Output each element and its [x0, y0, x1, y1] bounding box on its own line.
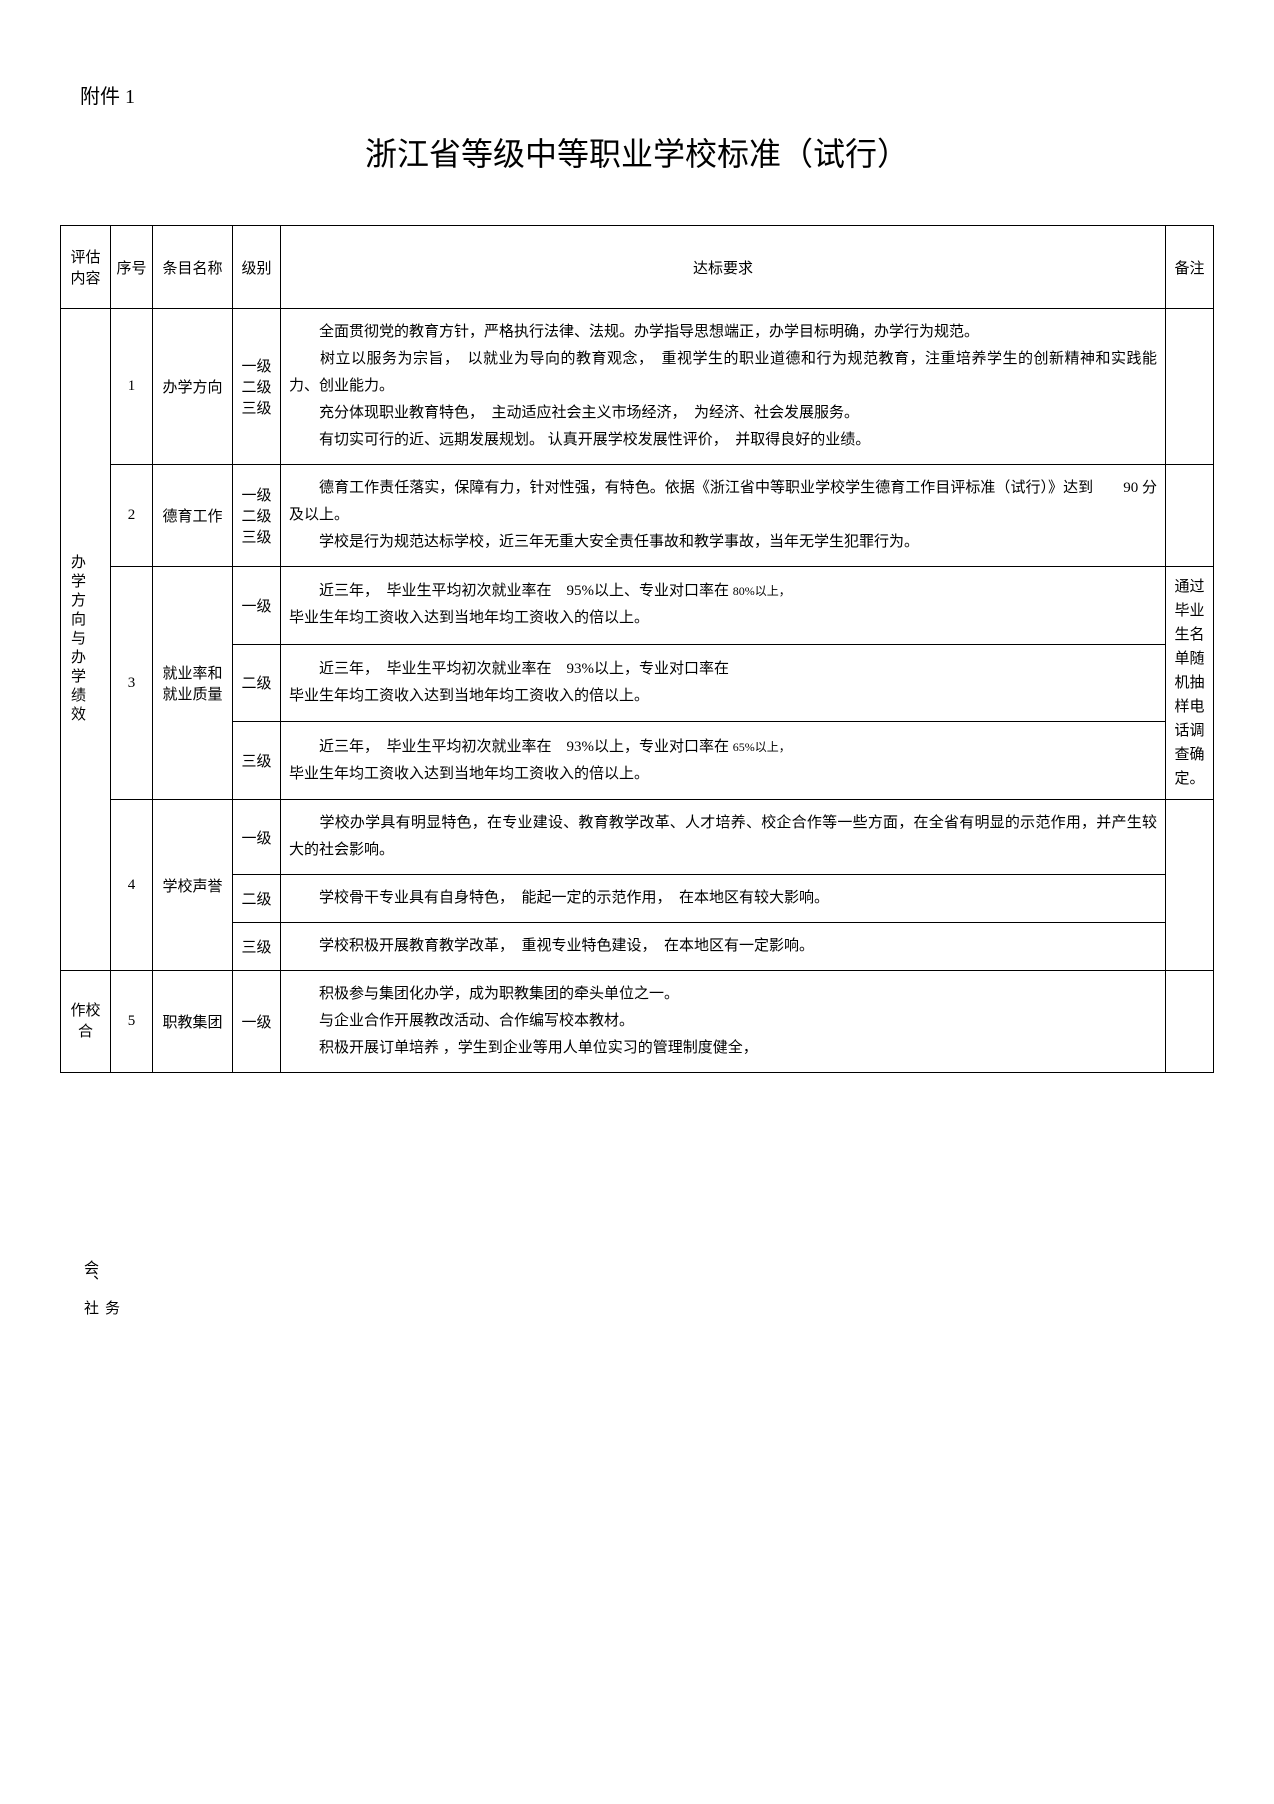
cat2-text: 作校合 [70, 1003, 100, 1040]
req-cell: 近三年， 毕业生平均初次就业率在 93%以上，专业对口率在 毕业生年均工资收入达… [281, 644, 1166, 722]
table-row: 作校合 5 职教集团 一级 积极参与集团化办学，成为职教集团的牵头单位之一。 与… [61, 971, 1214, 1073]
req-cell: 全面贯彻党的教育方针，严格执行法律、法规。办学指导思想端正，办学目标明确，办学行… [281, 309, 1166, 465]
attachment-label: 附件 1 [60, 80, 1214, 109]
table-row: 二级 学校骨干专业具有自身特色， 能起一定的示范作用， 在本地区有较大影响。 [61, 875, 1214, 923]
req-cell: 德育工作责任落实，保障有力，针对性强，有特色。依据《浙江省中等职业学校学生德育工… [281, 465, 1166, 567]
table-row: 三级 近三年， 毕业生平均初次就业率在 93%以上，专业对口率在 65%以上， … [61, 722, 1214, 800]
level-cell: 一级 [233, 567, 281, 645]
req-cell: 近三年， 毕业生平均初次就业率在 93%以上，专业对口率在 65%以上， 毕业生… [281, 722, 1166, 800]
note-cell [1166, 800, 1214, 971]
standards-table: 评估内容 序号 条目名称 级别 达标要求 备注 办学方向与办学绩效 1 办学方向… [60, 225, 1214, 1073]
req-cell: 近三年， 毕业生平均初次就业率在 95%以上、专业对口率在 80%以上， 毕业生… [281, 567, 1166, 645]
table-header: 评估内容 序号 条目名称 级别 达标要求 备注 [61, 226, 1214, 309]
level-cell: 三级 [233, 722, 281, 800]
table-row: 二级 近三年， 毕业生平均初次就业率在 93%以上，专业对口率在 毕业生年均工资… [61, 644, 1214, 722]
item-cell: 办学方向 [153, 309, 233, 465]
item-cell: 职教集团 [153, 971, 233, 1073]
seq-cell: 2 [111, 465, 153, 567]
note-cell [1166, 309, 1214, 465]
table-row: 办学方向与办学绩效 1 办学方向 一级 二级 三级 全面贯彻党的教育方针，严格执… [61, 309, 1214, 465]
table-row: 3 就业率和就业质量 一级 近三年， 毕业生平均初次就业率在 95%以上、专业对… [61, 567, 1214, 645]
category-cell-2: 作校合 [61, 971, 111, 1073]
note-cell [1166, 465, 1214, 567]
item-cell: 德育工作 [153, 465, 233, 567]
header-eval: 评估内容 [61, 226, 111, 309]
level-cell: 三级 [233, 923, 281, 971]
req-small: 65%以上， [733, 740, 791, 754]
req-text: 毕业生年均工资收入达到当地年均工资收入的倍以上。 [289, 610, 649, 626]
category-cell: 办学方向与办学绩效 [61, 309, 111, 971]
level-cell: 一级 二级 三级 [233, 309, 281, 465]
item-cell: 学校声誉 [153, 800, 233, 971]
req-cell: 学校骨干专业具有自身特色， 能起一定的示范作用， 在本地区有较大影响。 [281, 875, 1166, 923]
header-req: 达标要求 [281, 226, 1166, 309]
side-text-1: 会、 [80, 1260, 101, 1290]
side-text-2: 务 社 [80, 1300, 122, 1315]
level-cell: 一级 [233, 971, 281, 1073]
seq-cell: 1 [111, 309, 153, 465]
table-row: 2 德育工作 一级 二级 三级 德育工作责任落实，保障有力，针对性强，有特色。依… [61, 465, 1214, 567]
level-cell: 一级 二级 三级 [233, 465, 281, 567]
table-row: 4 学校声誉 一级 学校办学具有明显特色，在专业建设、教育教学改革、人才培养、校… [61, 800, 1214, 875]
level-cell: 二级 [233, 644, 281, 722]
category-label: 办学方向与办学绩效 [67, 554, 88, 725]
level-cell: 一级 [233, 800, 281, 875]
table-row: 三级 学校积极开展教育教学改革， 重视专业特色建设， 在本地区有一定影响。 [61, 923, 1214, 971]
header-note: 备注 [1166, 226, 1214, 309]
req-text: 近三年， 毕业生平均初次就业率在 93%以上，专业对口率在 [289, 739, 729, 755]
seq-cell: 3 [111, 567, 153, 800]
req-cell: 积极参与集团化办学，成为职教集团的牵头单位之一。 与企业合作开展教改活动、合作编… [281, 971, 1166, 1073]
req-text: 近三年， 毕业生平均初次就业率在 95%以上、专业对口率在 [289, 583, 729, 599]
req-cell: 学校办学具有明显特色，在专业建设、教育教学改革、人才培养、校企合作等一些方面，在… [281, 800, 1166, 875]
req-cell: 学校积极开展教育教学改革， 重视专业特色建设， 在本地区有一定影响。 [281, 923, 1166, 971]
item-cell: 就业率和就业质量 [153, 567, 233, 800]
seq-cell: 4 [111, 800, 153, 971]
note-cell [1166, 971, 1214, 1073]
note-cell: 通过毕业生名单随机抽样电话调查确定。 [1166, 567, 1214, 800]
level-cell: 二级 [233, 875, 281, 923]
header-level: 级别 [233, 226, 281, 309]
header-seq: 序号 [111, 226, 153, 309]
page-title: 浙江省等级中等职业学校标准（试行） [60, 129, 1214, 175]
seq-cell: 5 [111, 971, 153, 1073]
req-text: 毕业生年均工资收入达到当地年均工资收入的倍以上。 [289, 766, 649, 782]
req-small: 80%以上， [733, 584, 791, 598]
header-item: 条目名称 [153, 226, 233, 309]
